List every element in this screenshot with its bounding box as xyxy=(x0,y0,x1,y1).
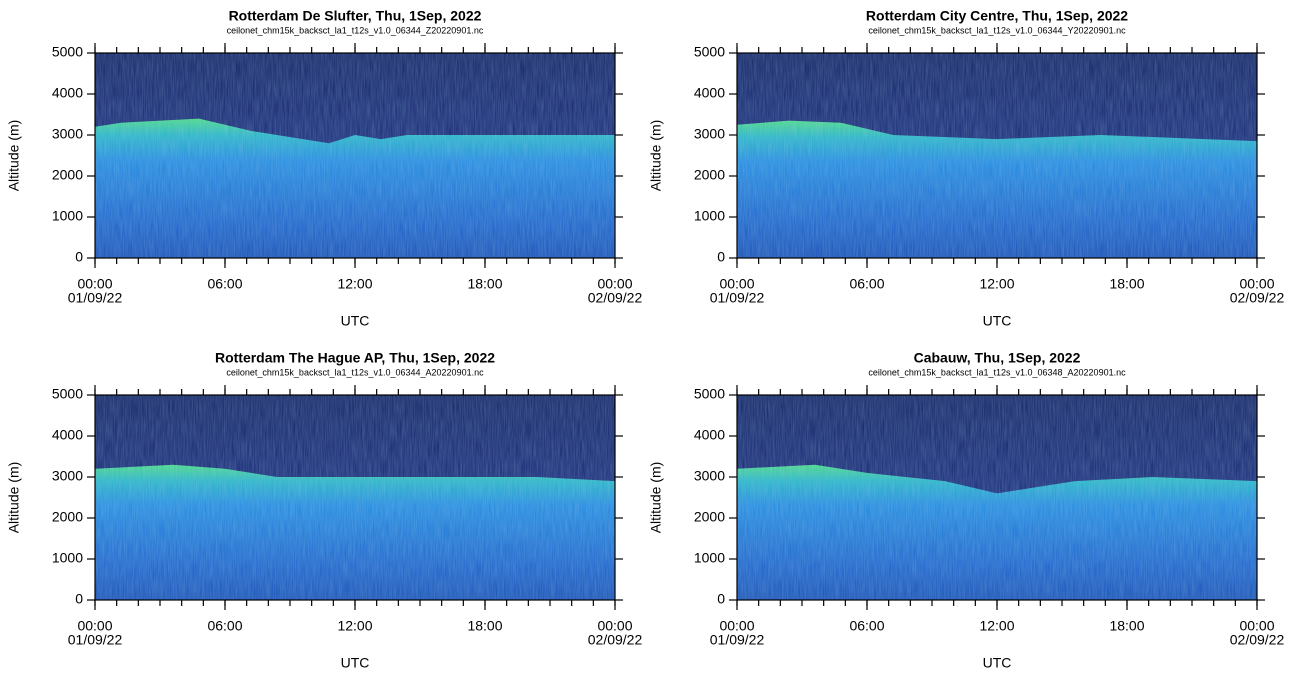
panel: Cabauw, Thu, 1Sep, 2022ceilonet_chm15k_b… xyxy=(648,350,1285,671)
x-tick-label: 00:00 xyxy=(597,276,632,292)
x-tick-label: 06:00 xyxy=(849,276,884,292)
panel: Rotterdam City Centre, Thu, 1Sep, 2022ce… xyxy=(648,8,1285,329)
x-tick-label: 18:00 xyxy=(467,276,502,292)
y-axis-label: Altitude (m) xyxy=(648,120,664,192)
y-axis-label: Altitude (m) xyxy=(6,120,22,192)
y-tick-label: 4000 xyxy=(52,85,83,101)
heatmap-noise xyxy=(95,53,615,258)
x-tick-label: 00:00 xyxy=(719,276,754,292)
x-axis-label: UTC xyxy=(983,313,1012,329)
panel: Rotterdam The Hague AP, Thu, 1Sep, 2022c… xyxy=(6,350,643,671)
y-tick-label: 2000 xyxy=(694,167,725,183)
y-tick-label: 1000 xyxy=(694,550,725,566)
y-tick-label: 4000 xyxy=(52,427,83,443)
y-tick-label: 5000 xyxy=(52,44,83,60)
chart-subtitle: ceilonet_chm15k_backsct_la1_t12s_v1.0_06… xyxy=(226,367,484,377)
chart-title: Cabauw, Thu, 1Sep, 2022 xyxy=(914,350,1081,366)
x-tick-label: 12:00 xyxy=(979,276,1014,292)
heatmap-noise xyxy=(737,395,1257,600)
x-date-label: 02/09/22 xyxy=(588,632,643,648)
y-tick-label: 0 xyxy=(75,249,83,265)
y-tick-label: 2000 xyxy=(52,509,83,525)
y-tick-label: 3000 xyxy=(52,126,83,142)
x-tick-label: 06:00 xyxy=(849,618,884,634)
x-date-label: 02/09/22 xyxy=(1230,290,1285,306)
x-tick-label: 00:00 xyxy=(1239,618,1274,634)
x-tick-label: 00:00 xyxy=(77,276,112,292)
panel: Rotterdam De Slufter, Thu, 1Sep, 2022cei… xyxy=(6,8,643,329)
x-tick-label: 00:00 xyxy=(1239,276,1274,292)
chart-title: Rotterdam City Centre, Thu, 1Sep, 2022 xyxy=(866,8,1128,24)
x-tick-label: 06:00 xyxy=(207,276,242,292)
x-tick-label: 06:00 xyxy=(207,618,242,634)
y-tick-label: 3000 xyxy=(694,126,725,142)
y-tick-label: 3000 xyxy=(52,468,83,484)
y-axis-label: Altitude (m) xyxy=(648,462,664,534)
x-tick-label: 00:00 xyxy=(597,618,632,634)
y-tick-label: 1000 xyxy=(694,208,725,224)
chart-subtitle: ceilonet_chm15k_backsct_la1_t12s_v1.0_06… xyxy=(868,367,1126,377)
x-tick-label: 18:00 xyxy=(1109,276,1144,292)
x-date-label: 01/09/22 xyxy=(68,290,123,306)
x-date-label: 01/09/22 xyxy=(710,290,765,306)
y-tick-label: 0 xyxy=(75,591,83,607)
y-tick-label: 0 xyxy=(717,591,725,607)
x-date-label: 02/09/22 xyxy=(588,290,643,306)
x-tick-label: 18:00 xyxy=(1109,618,1144,634)
x-date-label: 02/09/22 xyxy=(1230,632,1285,648)
x-tick-label: 18:00 xyxy=(467,618,502,634)
y-tick-label: 0 xyxy=(717,249,725,265)
y-tick-label: 3000 xyxy=(694,468,725,484)
heatmap-noise xyxy=(95,395,615,600)
x-tick-label: 00:00 xyxy=(719,618,754,634)
y-tick-label: 4000 xyxy=(694,427,725,443)
x-axis-label: UTC xyxy=(341,655,370,671)
x-tick-label: 00:00 xyxy=(77,618,112,634)
y-tick-label: 2000 xyxy=(52,167,83,183)
chart-subtitle: ceilonet_chm15k_backsct_la1_t12s_v1.0_06… xyxy=(868,25,1126,35)
y-tick-label: 5000 xyxy=(694,44,725,60)
x-tick-label: 12:00 xyxy=(979,618,1014,634)
y-tick-label: 2000 xyxy=(694,509,725,525)
x-date-label: 01/09/22 xyxy=(68,632,123,648)
x-axis-label: UTC xyxy=(983,655,1012,671)
heatmap-noise xyxy=(737,53,1257,258)
y-tick-label: 5000 xyxy=(694,386,725,402)
x-date-label: 01/09/22 xyxy=(710,632,765,648)
y-tick-label: 1000 xyxy=(52,208,83,224)
y-tick-label: 5000 xyxy=(52,386,83,402)
x-tick-label: 12:00 xyxy=(337,618,372,634)
chart-title: Rotterdam De Slufter, Thu, 1Sep, 2022 xyxy=(229,8,482,24)
y-tick-label: 4000 xyxy=(694,85,725,101)
x-tick-label: 12:00 xyxy=(337,276,372,292)
chart-subtitle: ceilonet_chm15k_backsct_la1_t12s_v1.0_06… xyxy=(227,25,484,35)
chart-title: Rotterdam The Hague AP, Thu, 1Sep, 2022 xyxy=(215,350,495,366)
y-tick-label: 1000 xyxy=(52,550,83,566)
x-axis-label: UTC xyxy=(341,313,370,329)
y-axis-label: Altitude (m) xyxy=(6,462,22,534)
